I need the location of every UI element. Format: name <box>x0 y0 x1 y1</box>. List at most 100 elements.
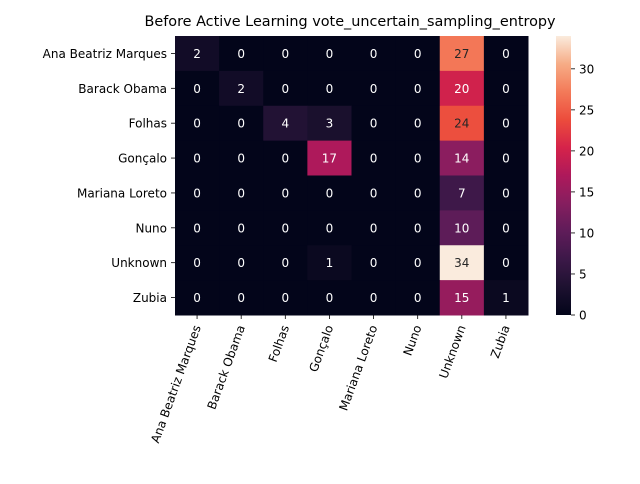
heatmap-cell <box>219 70 264 107</box>
heatmap-cell <box>307 105 352 142</box>
heatmap-cell <box>219 210 264 246</box>
cell-value-label: 0 <box>502 47 510 61</box>
cell-value-label: 2 <box>237 82 245 96</box>
heatmap-cell <box>395 280 441 316</box>
cell-value-label: 0 <box>370 186 378 200</box>
cell-value-label: 3 <box>326 117 334 131</box>
cell-value-label: 0 <box>502 186 510 200</box>
heatmap-cell <box>263 175 308 211</box>
cell-value-label: 0 <box>326 221 334 235</box>
heatmap-cell <box>351 105 397 142</box>
x-tick-label: Ana Beatriz Marques <box>148 323 204 445</box>
heatmap-cell <box>175 140 220 176</box>
heatmap-cell <box>351 140 397 176</box>
heatmap-cell <box>483 280 529 316</box>
cell-value-label: 1 <box>502 291 510 305</box>
heatmap-cells: 2 0 0 0 0 0 27 00 2 0 0 0 0 20 00 0 4 3 0 0 24 00 0 0 17 0 0 14 00 0 0… <box>175 36 529 316</box>
cell-value-label: 0 <box>281 186 289 200</box>
cell-value-label: 0 <box>370 152 378 166</box>
cell-value-label: 0 <box>370 221 378 235</box>
cell-value-label: 0 <box>281 82 289 96</box>
cell-value-label: 0 <box>502 152 510 166</box>
heatmap-cell <box>439 245 485 281</box>
cell-value-label: 0 <box>193 291 201 305</box>
cell-value-label: 0 <box>502 82 510 96</box>
y-tick-label: Zubia <box>133 291 167 305</box>
cell-value-label: 0 <box>370 82 378 96</box>
y-tick-label: Ana Beatriz Marques <box>43 47 167 61</box>
x-tick-label: Barack Obama <box>205 323 248 411</box>
cell-value-label: 0 <box>370 256 378 270</box>
heatmap-cell <box>263 36 308 72</box>
heatmap-cell <box>263 70 308 107</box>
heatmap-cell <box>175 210 220 246</box>
y-tick-label: Nuno <box>135 221 167 235</box>
cell-value-label: 0 <box>237 291 245 305</box>
heatmap-cell <box>395 70 441 107</box>
heatmap-cell <box>439 105 485 142</box>
cell-value-label: 0 <box>414 221 422 235</box>
heatmap-cell <box>263 105 308 142</box>
cell-value-label: 0 <box>237 117 245 131</box>
colorbar-tick-label: 10 <box>579 226 594 240</box>
cell-value-label: 4 <box>281 117 289 131</box>
heatmap-cell <box>307 70 352 107</box>
colorbar-gradient <box>556 36 571 315</box>
heatmap-cell <box>263 280 308 316</box>
cell-value-label: 0 <box>237 152 245 166</box>
cell-value-label: 0 <box>502 117 510 131</box>
heatmap-cell <box>219 175 264 211</box>
cell-value-label: 0 <box>370 117 378 131</box>
colorbar-tick-label: 20 <box>579 144 594 158</box>
heatmap-cell <box>307 140 352 176</box>
cell-value-label: 0 <box>414 256 422 270</box>
cell-value-label: 0 <box>193 82 201 96</box>
cell-value-label: 27 <box>454 47 469 61</box>
x-tick-label: Folhas <box>266 323 292 364</box>
heatmap-cell <box>307 245 352 281</box>
cell-value-label: 0 <box>370 291 378 305</box>
cell-value-label: 0 <box>237 186 245 200</box>
cell-value-label: 17 <box>322 152 337 166</box>
cell-value-label: 1 <box>326 256 334 270</box>
cell-value-label: 0 <box>414 47 422 61</box>
cell-value-label: 0 <box>193 221 201 235</box>
heatmap-cell <box>219 280 264 316</box>
cell-value-label: 7 <box>458 186 466 200</box>
colorbar-tick-label: 0 <box>579 309 587 323</box>
heatmap-cell <box>175 105 220 142</box>
heatmap-cell <box>351 210 397 246</box>
cell-value-label: 0 <box>414 82 422 96</box>
chart-title: Before Active Learning vote_uncertain_sa… <box>144 14 556 30</box>
heatmap-cell <box>175 280 220 316</box>
heatmap-cell <box>263 245 308 281</box>
heatmap-cell <box>483 175 529 211</box>
heatmap-cell <box>395 140 441 176</box>
cell-value-label: 0 <box>414 117 422 131</box>
heatmap-cell <box>263 210 308 246</box>
x-tick-label: Nuno <box>401 323 425 357</box>
heatmap-cell <box>307 175 352 211</box>
cell-value-label: 0 <box>502 221 510 235</box>
cell-value-label: 0 <box>193 186 201 200</box>
heatmap-cell <box>351 175 397 211</box>
heatmap-cell <box>219 105 264 142</box>
heatmap-cell <box>439 175 485 211</box>
heatmap-cell <box>483 210 529 246</box>
heatmap-cell <box>219 36 264 72</box>
colorbar-tick-label: 25 <box>579 103 594 117</box>
cell-value-label: 0 <box>414 152 422 166</box>
heatmap-cell <box>219 245 264 281</box>
heatmap-cell <box>395 210 441 246</box>
heatmap-cell <box>439 140 485 176</box>
heatmap-cell <box>439 36 485 72</box>
y-tick-label: Gonçalo <box>118 152 167 166</box>
cell-value-label: 0 <box>326 82 334 96</box>
heatmap-cell <box>439 280 485 316</box>
x-tick-label: Zubia <box>488 323 513 360</box>
x-tick-label: Gonçalo <box>306 323 336 374</box>
cell-value-label: 0 <box>281 291 289 305</box>
heatmap-cell <box>175 175 220 211</box>
colorbar-tick-label: 15 <box>579 185 594 199</box>
heatmap-cell <box>483 70 529 107</box>
